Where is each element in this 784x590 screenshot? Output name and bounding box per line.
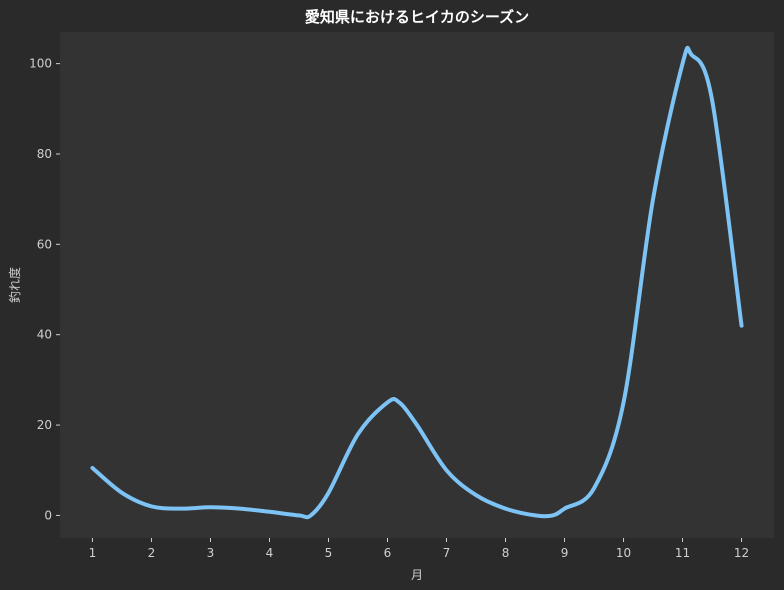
x-tick-label: 3 (207, 546, 215, 560)
y-tick-label: 80 (37, 147, 52, 161)
x-tick-label: 8 (502, 546, 510, 560)
y-tick-label: 0 (44, 508, 52, 522)
x-tick-label: 6 (384, 546, 392, 560)
x-axis: 1 2 3 4 5 6 7 8 9 10 11 12 (89, 538, 749, 560)
x-tick-label: 10 (616, 546, 631, 560)
x-tick-label: 12 (734, 546, 749, 560)
x-tick-label: 1 (89, 546, 97, 560)
x-tick-label: 11 (675, 546, 690, 560)
y-tick-label: 60 (37, 237, 52, 251)
x-tick-label: 2 (148, 546, 156, 560)
x-tick-label: 4 (266, 546, 274, 560)
series-line (90, 45, 744, 520)
series-group (90, 45, 744, 520)
y-axis: 0 20 40 60 80 100 (29, 57, 60, 522)
y-tick-label: 100 (29, 57, 52, 71)
x-axis-title: 月 (411, 568, 423, 582)
y-tick-label: 40 (37, 328, 52, 342)
x-tick-label: 7 (443, 546, 451, 560)
y-axis-title: 釣れ度 (7, 267, 22, 303)
plot-area (60, 32, 774, 538)
y-tick-label: 20 (37, 418, 52, 432)
chart-title: 愛知県におけるヒイカのシーズン (305, 8, 529, 26)
x-tick-label: 5 (325, 546, 333, 560)
x-tick-label: 9 (561, 546, 569, 560)
